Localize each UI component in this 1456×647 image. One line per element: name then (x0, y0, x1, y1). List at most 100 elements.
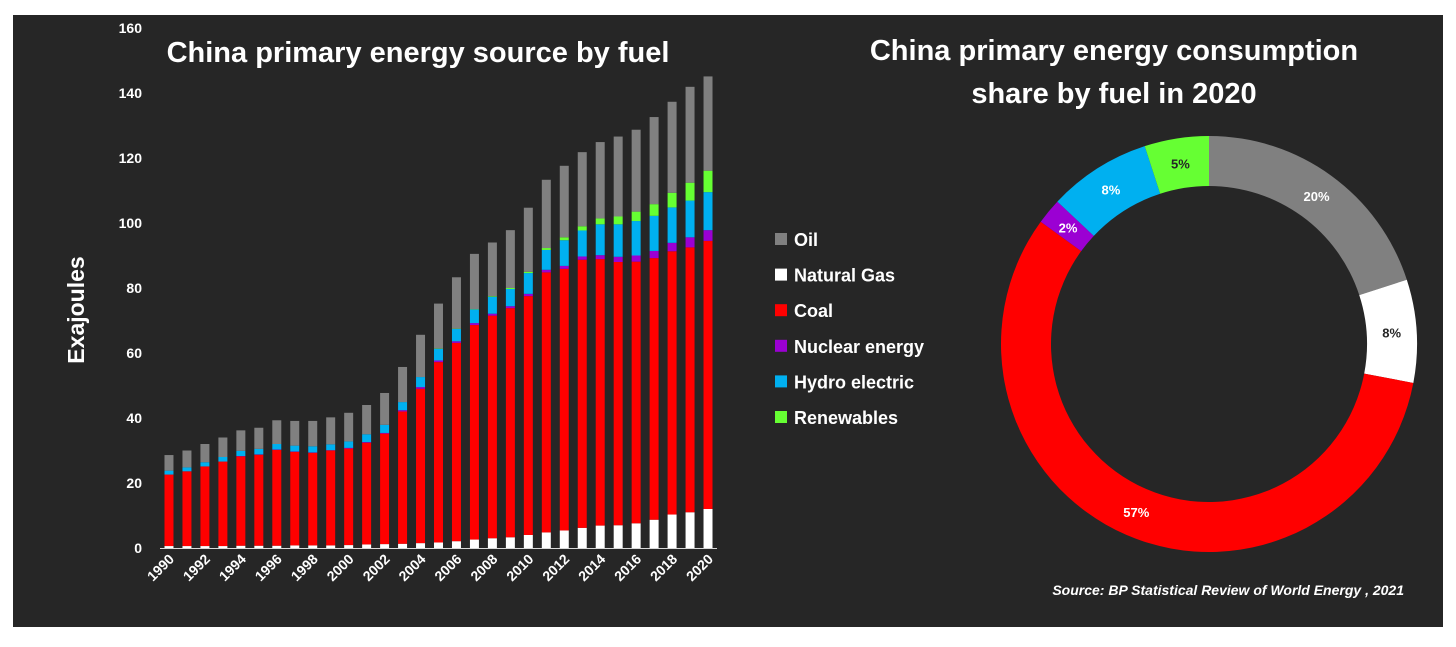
bar-segment-coal (559, 268, 569, 531)
bar-segment-oil (398, 366, 408, 403)
bar-segment-coal (362, 442, 372, 545)
bar-segment-coal (416, 388, 426, 544)
bar-segment-nuclear-energy (505, 306, 515, 309)
legend-label: Renewables (794, 408, 898, 428)
bar-segment-renewables (631, 211, 641, 222)
x-tick-label: 2012 (539, 551, 572, 584)
x-tick-label: 2020 (683, 551, 716, 584)
bar-segment-coal (200, 466, 210, 547)
bar-segment-renewables (541, 248, 551, 250)
bar-segment-natural-gas (577, 527, 587, 548)
bar-segment-nuclear-energy (577, 256, 587, 260)
y-tick-label: 160 (119, 20, 143, 36)
bar-segment-natural-gas (649, 519, 659, 548)
legend-swatch (775, 304, 787, 317)
y-tick-label: 100 (119, 215, 143, 231)
bar-segment-hydro-electric (380, 424, 390, 433)
bar-segment-nuclear-energy (344, 447, 354, 449)
bar-segment-oil (451, 277, 461, 329)
x-tick-label: 1992 (180, 551, 213, 584)
bar-segment-natural-gas (218, 546, 228, 548)
bar-segment-natural-gas (631, 523, 641, 548)
x-tick-label: 2000 (323, 551, 356, 584)
bar-segment-oil (200, 444, 210, 463)
bar-segment-hydro-electric (218, 457, 228, 462)
bar-segment-coal (236, 456, 246, 546)
bar-segment-hydro-electric (469, 309, 479, 324)
bar-segment-hydro-electric (631, 221, 641, 256)
x-tick-label: 2014 (575, 551, 608, 584)
bar-chart-title: China primary energy source by fuel (167, 37, 670, 69)
bar-segment-nuclear-energy (523, 293, 533, 297)
bar-segment-hydro-electric (326, 444, 336, 451)
bar-segment-natural-gas (236, 545, 246, 548)
bar-segment-natural-gas (416, 543, 426, 548)
donut-slice-coal (1001, 221, 1414, 552)
bar-segment-hydro-electric (434, 348, 443, 361)
legend-label: Nuclear energy (794, 337, 924, 357)
stacked-bars (164, 76, 713, 548)
bar-segment-coal (487, 315, 497, 539)
donut-slice-label: 2% (1059, 220, 1078, 235)
bar-segment-oil (164, 455, 174, 471)
bar-segment-oil (631, 129, 641, 212)
donut-slice-label: 8% (1102, 182, 1121, 197)
bar-segment-natural-gas (469, 539, 479, 548)
donut-chart: 20% 8% 57% 2% 8% 5% (1001, 136, 1417, 552)
y-tick-label: 40 (126, 410, 142, 426)
bar-segment-coal (164, 474, 174, 547)
bar-segment-oil (505, 230, 515, 288)
bar-segment-hydro-electric (182, 467, 192, 472)
bar-segment-natural-gas (362, 544, 372, 548)
x-tick-label: 2018 (647, 551, 680, 584)
bar-segment-coal (326, 450, 336, 546)
bar-segment-nuclear-energy (451, 341, 461, 343)
donut-slice-renewables (1144, 136, 1209, 194)
bar-segment-natural-gas (308, 545, 318, 548)
bar-segment-oil (559, 165, 569, 238)
bar-segment-coal (398, 411, 408, 544)
bar-segment-hydro-electric (703, 192, 713, 231)
bar-segment-nuclear-energy (487, 313, 497, 316)
bar-segment-nuclear-energy (362, 442, 372, 443)
bar-segment-oil (595, 142, 605, 219)
bar-segment-coal (613, 262, 623, 526)
legend-label: Oil (794, 230, 818, 250)
bar-segment-oil (380, 392, 390, 425)
bar-segment-coal (290, 451, 300, 546)
bar-segment-nuclear-energy (667, 242, 677, 252)
bar-segment-hydro-electric (577, 230, 587, 257)
bar-segment-oil (541, 179, 551, 249)
bar-segment-hydro-electric (236, 450, 246, 457)
legend: Oil Natural Gas Coal Nuclear energy Hydro el… (775, 230, 924, 428)
bar-segment-oil (290, 420, 300, 446)
donut-slice-label: 8% (1382, 326, 1401, 341)
bar-segment-oil (649, 117, 659, 205)
bar-segment-oil (613, 136, 623, 217)
bar-segment-renewables (487, 296, 497, 297)
bar-segment-coal (254, 454, 264, 546)
bar-segment-oil (667, 101, 677, 193)
bar-segment-renewables (577, 226, 587, 231)
y-axis-ticks: 0 20 40 60 80 100 120 140 160 (119, 20, 143, 556)
bar-segment-oil (416, 334, 426, 378)
bar-segment-hydro-electric (505, 288, 515, 307)
bar-segment-natural-gas (272, 545, 282, 548)
legend-swatch (775, 339, 787, 352)
bar-segment-renewables (703, 170, 713, 193)
bar-segment-natural-gas (380, 544, 390, 548)
x-tick-label: 2008 (467, 551, 500, 584)
bar-segment-coal (380, 433, 390, 545)
bar-segment-nuclear-energy (613, 256, 623, 262)
y-axis-label: Exajoules (63, 256, 89, 363)
bar-segment-oil (469, 253, 479, 310)
bar-segment-coal (308, 452, 318, 546)
bar-segment-oil (523, 207, 533, 272)
bar-segment-natural-gas (326, 545, 336, 548)
bar-segment-renewables (685, 182, 695, 201)
bar-segment-natural-gas (398, 543, 408, 548)
bar-segment-oil (487, 242, 497, 297)
bar-segment-oil (308, 420, 318, 447)
bar-segment-hydro-electric (667, 207, 677, 243)
